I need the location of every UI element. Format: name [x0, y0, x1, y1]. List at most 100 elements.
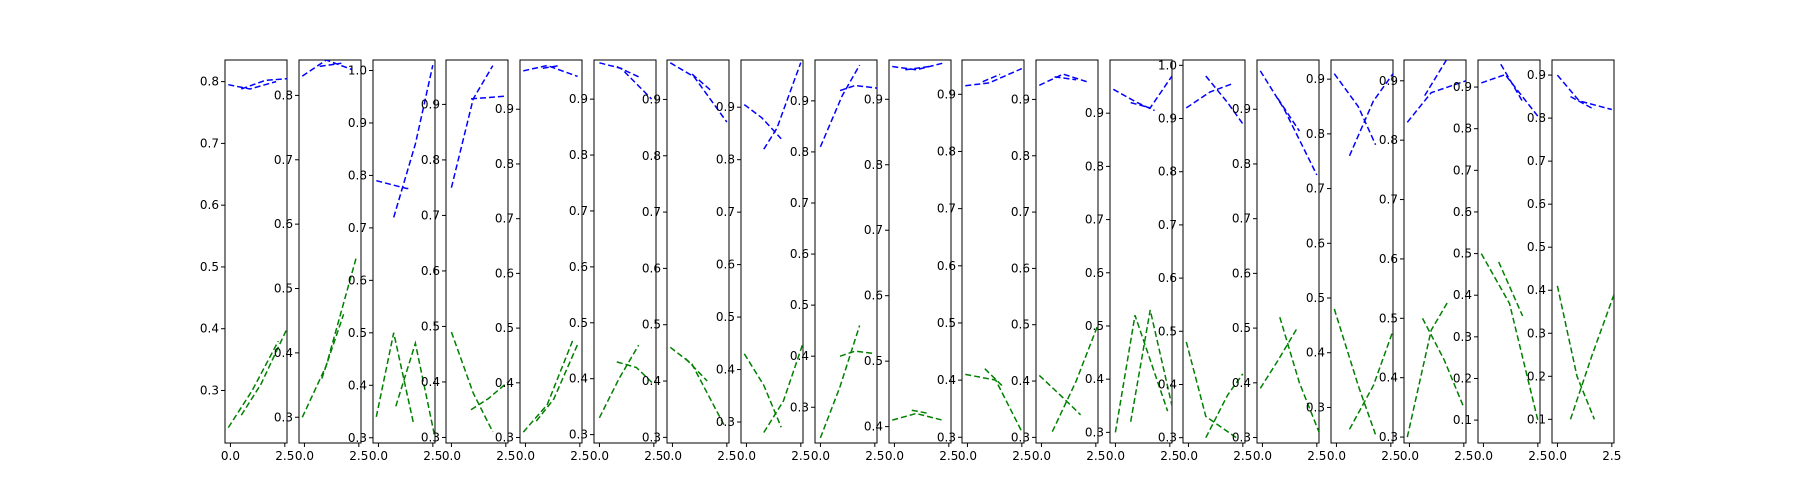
y-tick-label: 0.9 — [1379, 74, 1398, 88]
y-tick-label: 0.5 — [790, 298, 809, 312]
y-tick-label: 0.3 — [348, 431, 367, 445]
green-dashed-line — [1569, 294, 1614, 420]
x-tick-label: 2.5 — [1381, 449, 1400, 463]
y-tick-label: 0.7 — [1011, 205, 1030, 219]
blue-dashed-line — [1348, 73, 1393, 157]
x-tick-label: 2.5 — [349, 449, 368, 463]
green-dashed-line — [892, 412, 943, 421]
x-tick-label: 0.0 — [1032, 449, 1051, 463]
y-tick-label: 0.6 — [864, 289, 883, 303]
y-tick-label: 0.9 — [421, 97, 440, 111]
y-tick-label: 0.5 — [937, 316, 956, 330]
y-tick-label: 0.9 — [569, 92, 588, 106]
chart-panel-3: 0.0 2.50.30.40.50.60.70.80.91.0 — [348, 59, 442, 463]
y-tick-label: 0.5 — [1085, 319, 1104, 333]
chart-panel-16: 0.0 2.50.30.40.50.60.70.80.9 — [1306, 59, 1400, 463]
chart-panel-10: 0.0 2.50.40.50.60.70.80.9 — [864, 59, 958, 463]
green-dashed-line — [395, 340, 435, 438]
y-tick-label: 0.8 — [1306, 127, 1325, 141]
y-tick-label: 0.4 — [495, 376, 514, 390]
green-dashed-line — [819, 325, 861, 439]
series-group — [301, 60, 358, 418]
y-tick-label: 0.5 — [1306, 291, 1325, 305]
x-tick-label: 2.5 — [570, 449, 589, 463]
blue-dashed-line — [241, 77, 287, 90]
y-tick-label: 0.5 — [274, 282, 293, 296]
blue-dashed-line — [376, 179, 412, 190]
y-tick-label: 0.5 — [716, 310, 735, 324]
blue-dashed-line — [319, 62, 342, 68]
y-tick-label: 0.4 — [274, 346, 293, 360]
y-tick-label: 0.2 — [1453, 371, 1472, 385]
axes-frame — [1182, 59, 1246, 444]
blue-dashed-line — [1556, 74, 1612, 111]
green-dashed-line — [1480, 253, 1539, 421]
y-tick-label: 0.8 — [1232, 157, 1251, 171]
y-tick-label: 0.7 — [495, 212, 514, 226]
y-tick-label: 0.4 — [716, 363, 735, 377]
y-tick-label: 0.7 — [790, 196, 809, 210]
blue-dashed-line — [1185, 83, 1233, 109]
y-tick-label: 0.4 — [1158, 377, 1177, 391]
green-dashed-line — [321, 314, 345, 379]
series-group — [1556, 74, 1614, 420]
blue-dashed-line — [1333, 73, 1377, 146]
y-tick-label: 0.6 — [642, 261, 661, 275]
green-dashed-line — [1205, 373, 1244, 439]
y-tick-label: 0.7 — [937, 202, 956, 216]
y-tick-label: 0.5 — [1158, 324, 1177, 338]
axes-frame — [1109, 59, 1173, 444]
green-dashed-line — [684, 357, 708, 382]
y-tick-label: 0.7 — [569, 204, 588, 218]
y-tick-label: 0.5 — [421, 319, 440, 333]
blue-dashed-line — [470, 95, 506, 100]
y-tick-label: 0.4 — [1379, 371, 1398, 385]
blue-dashed-line — [965, 67, 1023, 87]
blue-dashed-line — [1570, 95, 1595, 111]
green-dashed-line — [227, 340, 279, 429]
blue-dashed-line — [839, 84, 877, 92]
x-tick-label: 2.5 — [1160, 449, 1179, 463]
y-tick-label: 0.7 — [348, 221, 367, 235]
y-tick-label: 0.4 — [421, 375, 440, 389]
blue-dashed-line — [743, 104, 782, 140]
y-tick-label: 0.3 — [716, 415, 735, 429]
axes-frame — [1551, 59, 1615, 444]
y-tick-label: 0.4 — [642, 374, 661, 388]
y-tick-label: 0.4 — [1306, 346, 1325, 360]
y-tick-label: 0.3 — [1232, 431, 1251, 445]
blue-dashed-line — [1277, 97, 1301, 132]
y-tick-label: 0.6 — [1379, 252, 1398, 266]
y-tick-label: 0.3 — [1158, 431, 1177, 445]
x-tick-label: 2.5 — [1233, 449, 1252, 463]
y-tick-label: 0.9 — [1011, 92, 1030, 106]
y-tick-label: 0.3 — [1011, 430, 1030, 444]
y-tick-label: 0.4 — [1527, 283, 1546, 297]
y-tick-label: 0.6 — [716, 258, 735, 272]
chart-panel-9: 0.0 2.50.30.40.50.60.70.80.9 — [790, 59, 884, 463]
x-tick-label: 2.5 — [644, 449, 663, 463]
series-group — [1185, 75, 1244, 439]
green-dashed-line — [763, 343, 803, 433]
y-tick-label: 0.5 — [642, 318, 661, 332]
y-tick-label: 0.4 — [790, 349, 809, 363]
axes-frame — [298, 59, 362, 444]
y-tick-label: 0.8 — [1379, 133, 1398, 147]
y-tick-label: 0.5 — [1453, 247, 1472, 261]
y-tick-label: 0.5 — [200, 260, 219, 274]
series-group — [669, 62, 728, 427]
series-group — [1038, 73, 1098, 433]
y-tick-label: 0.9 — [1158, 112, 1177, 126]
green-dashed-line — [1421, 317, 1465, 408]
x-tick-label: 0.0 — [811, 449, 830, 463]
green-dashed-line — [1348, 330, 1393, 430]
y-tick-label: 0.7 — [1527, 154, 1546, 168]
green-dashed-line — [450, 331, 494, 433]
x-tick-label: 0.0 — [442, 449, 461, 463]
y-tick-label: 0.9 — [1232, 102, 1251, 116]
green-dashed-line — [743, 353, 782, 428]
chart-panel-2: 0.0 2.50.30.40.50.60.70.8 — [274, 59, 368, 463]
green-dashed-line — [598, 344, 640, 419]
green-dashed-line — [1406, 300, 1450, 438]
y-tick-label: 0.9 — [1306, 72, 1325, 86]
